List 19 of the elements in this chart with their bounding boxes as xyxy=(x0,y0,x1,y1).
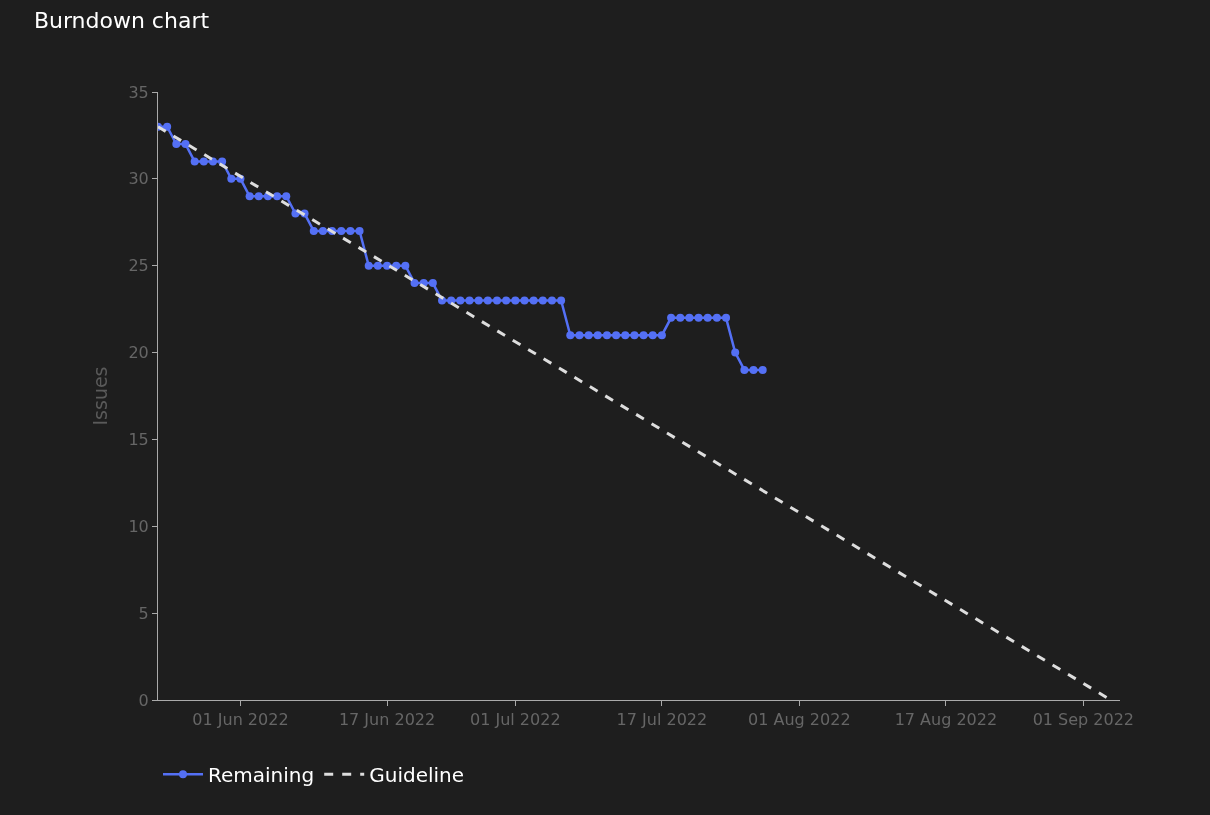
y-tick-label: 15 xyxy=(128,430,149,450)
x-tick-label: 17 Jul 2022 xyxy=(616,710,708,730)
legend-label: Guideline xyxy=(369,763,465,788)
y-tick-label: 5 xyxy=(138,603,149,623)
x-tick-label: 17 Aug 2022 xyxy=(894,710,998,730)
x-tick-label: 01 Sep 2022 xyxy=(1032,710,1135,730)
x-tick-label: 01 Jun 2022 xyxy=(192,710,289,730)
y-axis-title: Issues xyxy=(89,366,112,426)
y-tick-label: 25 xyxy=(128,256,149,276)
y-tick-label: 0 xyxy=(138,690,149,710)
x-tick-label: 17 Jun 2022 xyxy=(338,710,436,730)
x-tick-label: 01 Jul 2022 xyxy=(470,710,561,730)
y-tick-label: 35 xyxy=(128,82,149,102)
legend-label: Remaining xyxy=(208,763,315,788)
y-tick-label: 10 xyxy=(128,516,149,536)
chart-title: Burndown chart xyxy=(33,7,210,33)
y-tick-label: 20 xyxy=(128,343,149,363)
y-tick-label: 30 xyxy=(128,169,149,189)
x-tick-label: 01 Aug 2022 xyxy=(748,710,851,730)
